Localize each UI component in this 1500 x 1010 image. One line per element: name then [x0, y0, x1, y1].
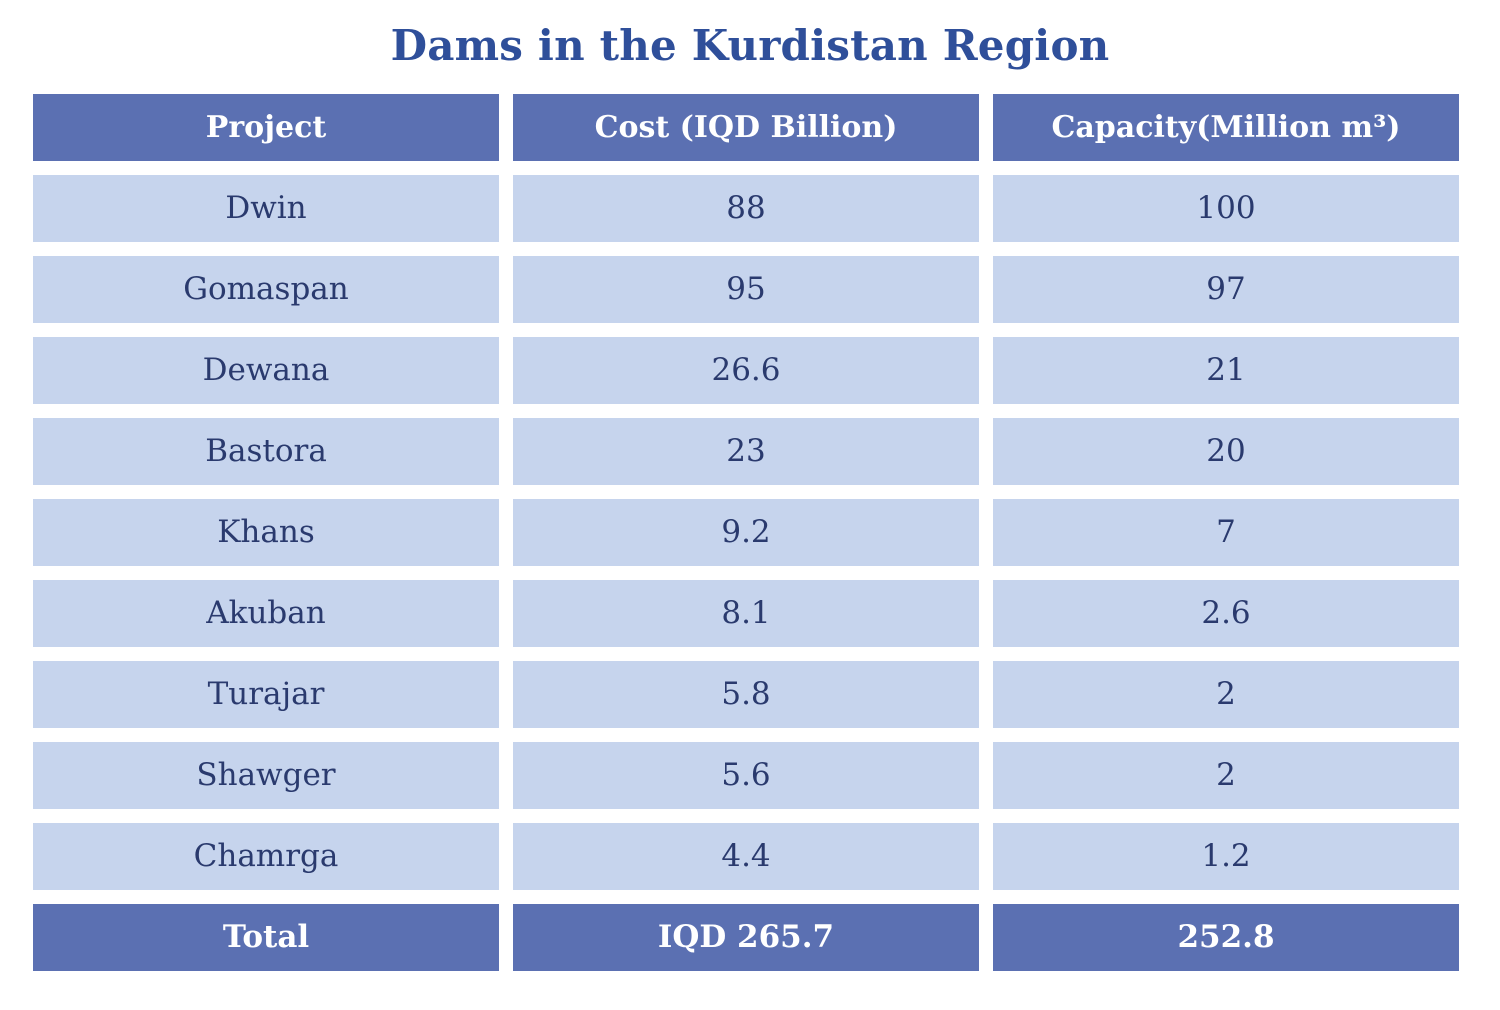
cell-cost: 9.2 — [513, 499, 979, 566]
cell-cost: 23 — [513, 418, 979, 485]
table-row: Chamrga 4.4 1.2 — [33, 823, 1461, 890]
header-project: Project — [33, 94, 499, 161]
cell-project: Khans — [33, 499, 499, 566]
table-row: Shawger 5.6 2 — [33, 742, 1461, 809]
table-row: Bastora 23 20 — [33, 418, 1461, 485]
page-title: Dams in the Kurdistan Region — [390, 21, 1110, 70]
cell-capacity: 2 — [993, 661, 1459, 728]
total-label: Total — [33, 904, 499, 971]
cell-capacity: 97 — [993, 256, 1459, 323]
cell-project: Chamrga — [33, 823, 499, 890]
cell-capacity: 21 — [993, 337, 1459, 404]
table-row: Dewana 26.6 21 — [33, 337, 1461, 404]
cell-cost: 88 — [513, 175, 979, 242]
table-row: Dwin 88 100 — [33, 175, 1461, 242]
cell-cost: 4.4 — [513, 823, 979, 890]
cell-capacity: 7 — [993, 499, 1459, 566]
table-row: Turajar 5.8 2 — [33, 661, 1461, 728]
cell-project: Dwin — [33, 175, 499, 242]
cell-project: Akuban — [33, 580, 499, 647]
dams-table: Project Cost (IQD Billion) Capacity(Mill… — [33, 94, 1461, 985]
cell-capacity: 20 — [993, 418, 1459, 485]
cell-cost: 5.6 — [513, 742, 979, 809]
cell-capacity: 1.2 — [993, 823, 1459, 890]
header-capacity: Capacity(Million m³) — [993, 94, 1459, 161]
cell-project: Dewana — [33, 337, 499, 404]
header-cost: Cost (IQD Billion) — [513, 94, 979, 161]
total-cost: IQD 265.7 — [513, 904, 979, 971]
table-row: Gomaspan 95 97 — [33, 256, 1461, 323]
table-total-row: Total IQD 265.7 252.8 — [33, 904, 1461, 971]
cell-project: Shawger — [33, 742, 499, 809]
total-capacity: 252.8 — [993, 904, 1459, 971]
table-row: Akuban 8.1 2.6 — [33, 580, 1461, 647]
table-row: Khans 9.2 7 — [33, 499, 1461, 566]
cell-cost: 5.8 — [513, 661, 979, 728]
cell-project: Gomaspan — [33, 256, 499, 323]
cell-capacity: 100 — [993, 175, 1459, 242]
cell-cost: 8.1 — [513, 580, 979, 647]
cell-capacity: 2 — [993, 742, 1459, 809]
cell-project: Turajar — [33, 661, 499, 728]
cell-cost: 26.6 — [513, 337, 979, 404]
cell-project: Bastora — [33, 418, 499, 485]
cell-capacity: 2.6 — [993, 580, 1459, 647]
cell-cost: 95 — [513, 256, 979, 323]
table-header-row: Project Cost (IQD Billion) Capacity(Mill… — [33, 94, 1461, 161]
